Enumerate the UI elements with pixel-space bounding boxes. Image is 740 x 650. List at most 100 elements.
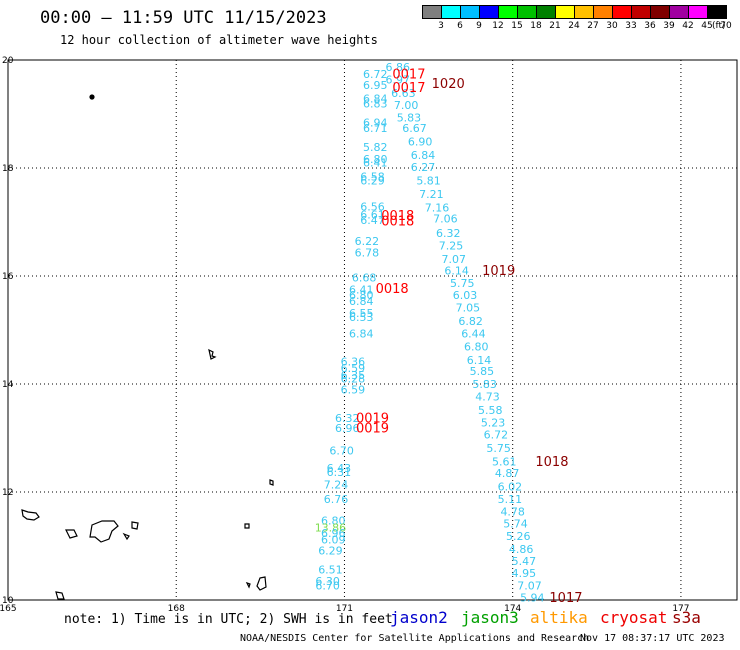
- y-tick-label: 10: [2, 596, 14, 606]
- wave-height-label: 5.58: [478, 404, 503, 417]
- wave-height-label: 6.43: [327, 462, 352, 475]
- wave-height-label: 6.96: [321, 527, 346, 540]
- wave-height-label: 6.71: [363, 122, 388, 135]
- pass-time-label: 1017: [549, 591, 582, 606]
- wave-height-label: 6.78: [355, 246, 380, 259]
- wave-height-label: 6.03: [453, 289, 478, 302]
- wave-height-label: 6.83: [363, 97, 388, 110]
- wave-height-label: 7.06: [433, 212, 458, 225]
- wave-height-label: 6.27: [411, 161, 436, 174]
- wave-height-label: 6.72: [363, 68, 388, 81]
- y-tick-label: 14: [2, 380, 14, 390]
- wave-height-label: 5.26: [506, 530, 531, 543]
- wave-height-label: 7.05: [456, 301, 481, 314]
- wave-height-label: 7.16: [425, 202, 450, 215]
- wave-height-label: 6.58: [360, 171, 385, 184]
- x-tick-label: 174: [504, 604, 521, 614]
- wave-height-label: 5.83: [397, 111, 422, 124]
- satellite-jason2: jason2: [390, 608, 448, 627]
- wave-height-label: 6.90: [408, 136, 433, 149]
- wave-height-label: 6.56: [360, 200, 385, 213]
- wave-height-label: 6.41: [363, 157, 388, 170]
- grid-lines: [8, 60, 737, 600]
- pass-time-label: 0017: [392, 81, 425, 96]
- wave-height-label: 6.70: [315, 580, 340, 593]
- island-shape: [244, 523, 250, 529]
- legend-label: 3: [438, 21, 444, 31]
- wave-height-label: 6.84: [363, 92, 388, 105]
- legend-label: 15: [511, 21, 523, 31]
- wave-height-label: 6.67: [402, 122, 427, 135]
- wave-height-label: 6.72: [484, 428, 509, 441]
- wave-height-label: 6.84: [411, 149, 436, 162]
- wave-height-label: 6.97: [385, 74, 410, 87]
- y-tick-label: 20: [2, 56, 14, 66]
- island-shape: [245, 581, 251, 589]
- wave-height-label: 6.44: [461, 327, 486, 340]
- wave-height-label: 4.95: [512, 567, 537, 580]
- wave-height-label: 6.59: [341, 362, 366, 375]
- wave-height-label: 7.25: [439, 239, 464, 252]
- legend-label: 24: [568, 21, 580, 31]
- wave-height-label: 5.75: [450, 277, 475, 290]
- page-subtitle: 12 hour collection of altimeter wave hei…: [60, 33, 378, 47]
- wave-readings: 6.866.726.976.956.636.846.83 7.005.836.94…: [315, 61, 545, 604]
- legend-label: 42: [682, 21, 694, 31]
- island-shape: [89, 94, 95, 100]
- note-text: note: 1) Time is in UTC; 2) SWH is in fe…: [64, 612, 393, 627]
- legend-label: 6: [457, 21, 463, 31]
- wave-height-label: 6.41: [349, 284, 374, 297]
- legend-swatch: [707, 5, 727, 19]
- wave-height-label: 6.84: [349, 327, 374, 340]
- wave-height-label: 7.00: [394, 99, 419, 112]
- pass-time-label: 1018: [535, 455, 568, 470]
- wave-height-label: 6.35: [341, 369, 366, 382]
- wave-height-label: 4.86: [509, 543, 534, 556]
- legend-label: 27: [587, 21, 599, 31]
- x-tick-label: 165: [0, 604, 17, 614]
- land-outlines: [21, 94, 274, 600]
- wave-height-label: 6.61: [360, 209, 385, 222]
- wave-height-label: 7.21: [419, 188, 444, 201]
- footer-timestamp: Nov 17 08:37:17 UTC 2023: [580, 633, 725, 644]
- map-frame: [7, 59, 738, 601]
- wave-height-label: 6.28: [341, 373, 366, 386]
- wave-height-label: 6.02: [498, 481, 523, 494]
- wave-height-label: 6.31: [327, 466, 352, 479]
- x-tick-label: 168: [168, 604, 185, 614]
- legend-label: 39: [663, 21, 675, 31]
- legend-label: 33: [625, 21, 637, 31]
- wave-height-label: 6.63: [391, 87, 416, 100]
- wave-height-label: 6.59: [341, 383, 366, 396]
- wave-height-label: 6.47: [360, 214, 385, 227]
- wave-height-label: 6.80: [363, 153, 388, 166]
- wave-height-label: 13.86: [315, 522, 347, 535]
- wave-height-label: 5.82: [363, 141, 388, 154]
- island-shape: [65, 529, 78, 539]
- legend-label: 36: [644, 21, 656, 31]
- legend-label: 30: [606, 21, 618, 31]
- wave-height-label: 6.80: [321, 515, 346, 528]
- satellite-altika: altika: [530, 608, 588, 627]
- legend-label: 45: [701, 21, 713, 31]
- island-shape: [131, 521, 139, 530]
- wave-height-label: 5.47: [512, 555, 537, 568]
- wave-height-label: 5.23: [481, 416, 506, 429]
- wave-height-label: 6.29: [318, 544, 343, 557]
- wave-height-label: 6.94: [363, 117, 388, 130]
- wave-height-label: 4.87: [495, 467, 520, 480]
- wave-height-label: 5.85: [470, 365, 495, 378]
- wave-height-label: 7.07: [517, 580, 542, 593]
- wave-height-label: 6.84: [349, 295, 374, 308]
- wave-height-label: 4.73: [475, 391, 500, 404]
- legend-label: 12: [492, 21, 504, 31]
- wave-height-label: 6.14: [444, 265, 469, 278]
- wave-height-label: 5.75: [486, 442, 511, 455]
- legend-label: 70: [720, 21, 732, 31]
- wave-height-label: 6.30: [315, 575, 340, 588]
- satellite-jason3: jason3: [461, 608, 519, 627]
- wave-height-label: 6.14: [467, 354, 492, 367]
- wave-height-label: 6.76: [324, 493, 349, 506]
- legend-label: 21: [549, 21, 561, 31]
